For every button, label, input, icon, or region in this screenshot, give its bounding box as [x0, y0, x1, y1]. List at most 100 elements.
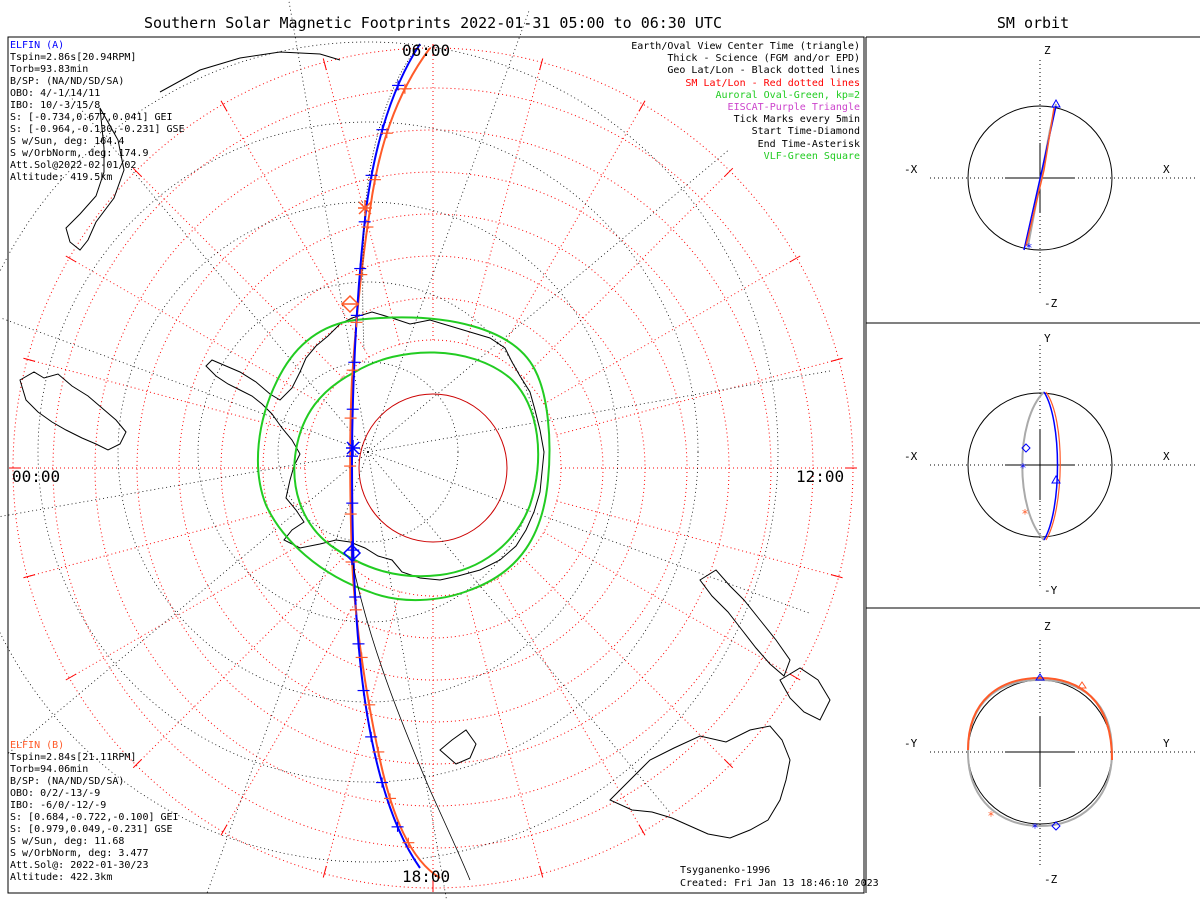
legend-item: Start Time-Diamond [751, 126, 860, 138]
geo-lon-line [0, 317, 369, 453]
sm-edge-tick [132, 167, 143, 178]
elfin-b-line: OBO: 0/2/-13/-9 [10, 788, 101, 799]
sm-p1-right: X [1163, 163, 1170, 176]
elfin-b-line: S: [0.979,0.049,-0.231] GSE [10, 824, 173, 835]
elfin-a-line: S w/Sun, deg: 164.4 [10, 136, 125, 147]
track-tick-marks [344, 80, 415, 848]
sm-edge-tick [830, 574, 843, 579]
island-coast [779, 667, 831, 721]
legend-item: VLF-Green Square [763, 150, 860, 162]
sm-edge-ticks [9, 44, 857, 892]
elfin-a-line: Altitude: 419.5km [10, 172, 113, 183]
elfin-a-line: OBO: 4/-1/14/11 [10, 88, 101, 99]
elfin-a-line: S w/OrbNorm, deg: 174.9 [10, 148, 149, 159]
elfin-a-line: Tspin=2.86s[20.94RPM] [10, 52, 137, 63]
sm-p1-top: Z [1044, 44, 1051, 57]
elfin-b-info: ELFIN (B) Tspin=2.84s[21.11RPM] Torb=94.… [10, 740, 179, 884]
elfin-b-line: IBO: -6/0/-12/-9 [10, 800, 107, 811]
geo-lon-line [367, 10, 530, 453]
clock-label-bottom: 18:00 [402, 867, 451, 886]
elfin-b-line: Torb=94.06min [10, 764, 89, 775]
legend-item: Geo Lat/Lon - Black dotted lines [667, 65, 860, 77]
sm-edge-tick [539, 865, 544, 878]
africa-east-coast [159, 51, 341, 93]
sm-edge-tick [23, 574, 36, 579]
svg-text:*: * [1032, 821, 1038, 835]
australia-coast [609, 725, 791, 839]
sm-lon-line [69, 531, 323, 679]
legend-item: SM Lat/Lon - Red dotted lines [685, 77, 860, 89]
sm-edge-tick [220, 824, 228, 836]
sm-lon-line [523, 170, 731, 378]
sm-p3-top: Z [1044, 620, 1051, 633]
sm-orbit-panel-yz: * * [930, 640, 1195, 868]
sm-lon-line [496, 578, 644, 832]
auroral-oval-inner [293, 351, 540, 578]
legend-item: EISCAT-Purple Triangle [727, 102, 860, 114]
sm-lon-line [135, 170, 343, 378]
start-diamond-b [340, 294, 360, 314]
sm-p3-left: -Y [904, 737, 918, 750]
legend-item: Earth/Oval View Center Time (triangle) [631, 41, 860, 52]
elfin-a-line: S: [-0.964,-0.130,-0.231] GSE [10, 124, 185, 135]
clock-label-left: 00:00 [12, 467, 61, 486]
sm-p1-left: -X [904, 163, 918, 176]
geo-lon-line [0, 451, 369, 517]
sm-edge-tick [23, 357, 36, 362]
sm-edge-tick [789, 673, 801, 681]
sm-lon-line [323, 62, 401, 345]
sm-edge-tick [830, 357, 843, 362]
island-coast [439, 729, 477, 765]
sm-lon-line [465, 62, 543, 345]
auroral-oval-outer [257, 316, 551, 602]
plot-title: Southern Solar Magnetic Footprints 2022-… [144, 14, 722, 32]
sm-p3-bottom: -Z [1044, 873, 1058, 886]
sm-edge-tick [638, 100, 646, 112]
sm-edge-tick [789, 255, 801, 263]
antarctica-coast [205, 311, 545, 581]
elfin-b-line: Tspin=2.84s[21.11RPM] [10, 752, 137, 763]
elfin-b-line: B/SP: (NA/ND/SD/SA) [10, 776, 125, 787]
geo-lon-line [367, 451, 671, 813]
clock-label-top: 06:00 [402, 41, 451, 60]
sm-edge-tick [220, 100, 228, 112]
elfin-a-line: IBO: 10/-3/15/8 [10, 100, 101, 111]
geo-lon-line [367, 451, 810, 614]
elfin-a-line: B/SP: (NA/ND/SD/SA) [10, 76, 125, 87]
elfin-b-line: Altitude: 422.3km [10, 872, 113, 883]
sm-lon-line [556, 500, 839, 578]
geo-lon-line [367, 451, 447, 900]
elfin-a-track [350, 43, 421, 869]
africa-coast [65, 107, 125, 251]
sm-edge-tick [322, 58, 327, 71]
elfin-b-track [349, 47, 441, 879]
sm-lon-line [27, 358, 310, 436]
created-timestamp: Created: Fri Jan 13 18:46:10 2023 [680, 878, 879, 889]
end-asterisk-a [346, 440, 360, 456]
sm-edge-tick [638, 824, 646, 836]
sm-p2-top: Y [1044, 332, 1051, 345]
elfin-a-line: S: [-0.734,0.677,0.041] GEI [10, 112, 173, 123]
sm-edge-tick [322, 865, 327, 878]
elfin-b-line: S: [0.684,-0.722,-0.100] GEI [10, 812, 179, 823]
geo-lon-line [288, 0, 369, 453]
sm-lon-line [323, 591, 401, 874]
sm-inner-circle [358, 393, 508, 543]
elfin-b-name: ELFIN (B) [10, 740, 65, 751]
sm-lon-line [465, 591, 543, 874]
sm-edge-tick [132, 758, 143, 769]
svg-text:*: * [988, 809, 994, 823]
sm-p3-right: Y [1163, 737, 1170, 750]
clock-label-right: 12:00 [796, 467, 845, 486]
sm-edge-tick [723, 167, 734, 178]
legend-item: Auroral Oval-Green, kp=2 [715, 89, 861, 101]
sm-lon-line [496, 104, 644, 358]
sm-lon-line [27, 500, 310, 578]
sm-edge-tick [65, 673, 77, 681]
coastlines [19, 51, 831, 839]
elfin-b-thin-track [351, 559, 471, 881]
sm-p2-bottom: -Y [1044, 584, 1058, 597]
elfin-a-info: ELFIN (A) Tspin=2.86s[20.94RPM] Torb=93.… [10, 40, 185, 184]
sm-p2-left: -X [904, 450, 918, 463]
